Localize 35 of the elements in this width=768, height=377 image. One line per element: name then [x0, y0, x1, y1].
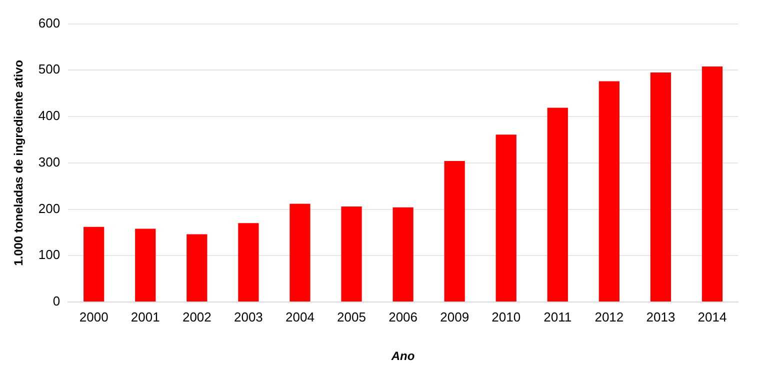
y-tick-label: 600 — [38, 15, 60, 30]
bar — [444, 161, 465, 302]
bar — [290, 204, 310, 302]
y-axis-title: 1.000 toneladas de ingrediente ativo — [12, 60, 26, 266]
bar — [186, 234, 208, 302]
x-tick-label: 2006 — [388, 309, 418, 324]
bar — [238, 223, 259, 302]
y-tick-label: 400 — [38, 108, 60, 124]
y-tick-label: 0 — [52, 294, 60, 309]
x-tick-label: 2010 — [492, 309, 521, 324]
bar — [702, 66, 723, 302]
x-tick-label: 2000 — [79, 309, 108, 324]
bar — [547, 108, 568, 302]
y-tick-label: 100 — [38, 247, 60, 262]
x-tick-label: 2002 — [182, 309, 212, 324]
x-tick-label: 2001 — [130, 309, 160, 324]
x-tick-label: 2004 — [286, 309, 314, 324]
bar — [84, 226, 104, 302]
x-tick-label: 2013 — [646, 309, 676, 324]
bar — [650, 72, 672, 302]
bar — [496, 134, 516, 302]
x-tick-label: 2014 — [698, 309, 727, 324]
y-tick-label: 300 — [38, 154, 60, 170]
bar — [392, 207, 414, 302]
y-tick-label: 500 — [38, 62, 60, 77]
y-tick-label: 200 — [38, 200, 60, 216]
bar — [341, 206, 362, 302]
x-axis-title: Ano — [390, 349, 415, 364]
x-tick-label: 2009 — [440, 309, 470, 324]
x-tick-label: 2005 — [337, 309, 366, 324]
bar — [598, 81, 620, 302]
x-tick-label: 2003 — [234, 309, 263, 324]
x-tick-label: 2011 — [544, 309, 572, 324]
bar — [135, 228, 156, 302]
x-tick-label: 2012 — [594, 309, 624, 324]
